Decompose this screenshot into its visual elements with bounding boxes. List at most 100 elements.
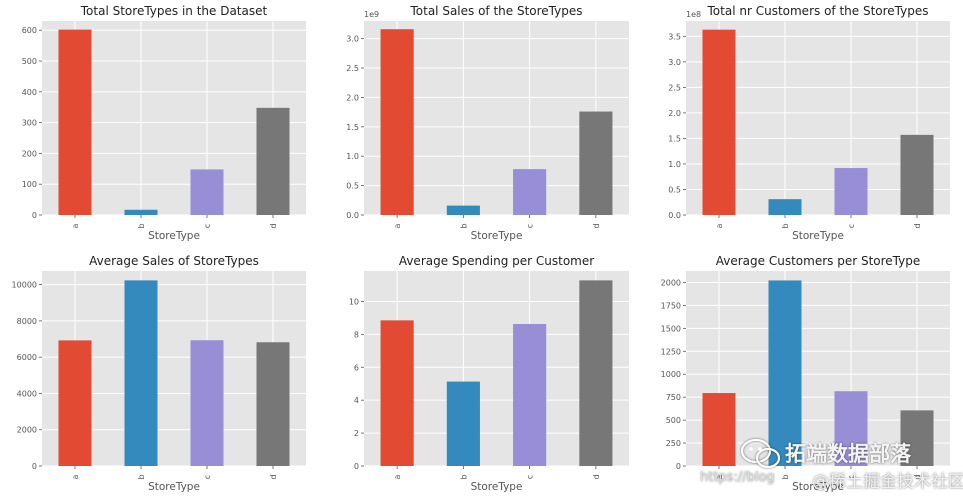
- y-tick-label: 2.0: [668, 109, 681, 118]
- x-tick-label: d: [269, 223, 278, 228]
- bar-d: [900, 134, 934, 215]
- y-tick-label: 4: [354, 396, 359, 405]
- watermark-brand: 拓端数据部落: [785, 442, 911, 466]
- y-tick-label: 500: [22, 57, 37, 66]
- bar-c: [513, 169, 547, 215]
- x-axis-label: StoreType: [148, 230, 200, 242]
- y-tick-label: 1.5: [668, 134, 681, 143]
- y-tick-label: 1750: [661, 301, 681, 310]
- y-tick-label: 0: [32, 211, 37, 220]
- y-tick-label: 500: [666, 416, 681, 425]
- y-tick-label: 0: [32, 462, 37, 471]
- x-tick-label: c: [847, 224, 856, 228]
- x-tick-label: c: [203, 475, 212, 479]
- y-tick-label: 2000: [661, 278, 681, 287]
- y-tick-label: 10000: [12, 281, 37, 290]
- y-tick-label: 750: [666, 393, 681, 402]
- bar-a: [702, 393, 736, 466]
- chart-title: Total Sales of the StoreTypes: [409, 4, 582, 18]
- bar-b: [446, 381, 480, 466]
- x-tick-label: c: [847, 475, 856, 479]
- chart-title: Average Customers per StoreType: [716, 254, 920, 268]
- y-tick-label: 2.5: [346, 64, 359, 73]
- bar-c: [190, 340, 224, 466]
- y-tick-label: 0: [354, 462, 359, 471]
- x-tick-label: c: [526, 224, 535, 228]
- bar-c: [513, 323, 547, 466]
- bar-d: [256, 342, 290, 466]
- x-axis-label: StoreType: [792, 481, 844, 493]
- y-tick-label: 0.0: [346, 211, 359, 220]
- x-tick-label: d: [592, 474, 601, 479]
- y-tick-label: 0.0: [668, 211, 681, 220]
- bar-a: [380, 29, 414, 216]
- x-tick-label: d: [269, 474, 278, 479]
- chart-title: Total StoreTypes in the Dataset: [80, 4, 268, 18]
- x-tick-label: a: [71, 223, 80, 228]
- watermark-site: @稀土掘金技术社区: [812, 472, 963, 492]
- y-tick-label: 0.5: [346, 182, 359, 191]
- bar-d: [579, 280, 613, 466]
- y-tick-label: 600: [22, 26, 37, 35]
- bar-a: [58, 29, 92, 215]
- bar-d: [900, 410, 934, 466]
- y-tick-label: 1500: [661, 324, 681, 333]
- x-axis-label: StoreType: [471, 481, 523, 493]
- x-tick-label: a: [71, 474, 80, 479]
- x-tick-label: b: [459, 223, 468, 228]
- bar-b: [768, 199, 802, 215]
- y-tick-label: 1.5: [346, 123, 359, 132]
- y-tick-label: 8000: [17, 317, 37, 326]
- y-tick-label: 2000: [17, 426, 37, 435]
- bar-b: [446, 205, 480, 215]
- bar-b: [768, 280, 802, 466]
- y-tick-label: 250: [666, 439, 681, 448]
- y-tick-label: 10: [349, 297, 359, 306]
- x-tick-label: d: [913, 223, 922, 228]
- x-tick-label: d: [913, 474, 922, 479]
- y-offset-label: 1e8: [686, 10, 701, 19]
- y-tick-label: 200: [22, 149, 37, 158]
- bar-a: [380, 320, 414, 466]
- x-tick-label: a: [393, 223, 402, 228]
- y-tick-label: 2.5: [668, 83, 681, 92]
- y-offset-label: 1e9: [364, 10, 379, 19]
- y-tick-label: 400: [22, 88, 37, 97]
- chart-title: Total nr Customers of the StoreTypes: [707, 4, 929, 18]
- y-tick-label: 300: [22, 119, 37, 128]
- watermark-url: https://blog: [700, 470, 775, 485]
- x-axis-label: StoreType: [148, 481, 200, 493]
- x-tick-label: b: [781, 474, 790, 479]
- y-tick-label: 1000: [661, 370, 681, 379]
- x-tick-label: c: [526, 475, 535, 479]
- x-tick-label: a: [715, 474, 724, 479]
- y-tick-label: 3.5: [668, 32, 681, 41]
- bar-c: [190, 169, 224, 215]
- wechat-logo-icon: [740, 438, 781, 469]
- x-axis-label: StoreType: [792, 230, 844, 242]
- y-tick-label: 1.0: [668, 160, 681, 169]
- y-tick-label: 2: [354, 429, 359, 438]
- bar-d: [256, 107, 290, 215]
- y-tick-label: 6000: [17, 353, 37, 362]
- y-tick-label: 0: [676, 462, 681, 471]
- y-tick-label: 4000: [17, 389, 37, 398]
- y-tick-label: 3.0: [668, 58, 681, 67]
- bar-d: [579, 111, 613, 215]
- x-tick-label: b: [137, 223, 146, 228]
- x-tick-label: d: [592, 223, 601, 228]
- bar-b: [124, 209, 158, 215]
- bar-a: [702, 29, 736, 215]
- y-tick-label: 0.5: [668, 185, 681, 194]
- y-tick-label: 3.0: [346, 35, 359, 44]
- x-tick-label: b: [781, 223, 790, 228]
- x-tick-label: b: [137, 474, 146, 479]
- bar-a: [58, 340, 92, 466]
- chart-title: Average Sales of StoreTypes: [89, 254, 259, 268]
- x-axis-label: StoreType: [471, 230, 523, 242]
- chart-title: Average Spending per Customer: [399, 254, 594, 268]
- y-tick-label: 100: [22, 180, 37, 189]
- y-tick-label: 8: [354, 330, 359, 339]
- x-tick-label: c: [203, 224, 212, 228]
